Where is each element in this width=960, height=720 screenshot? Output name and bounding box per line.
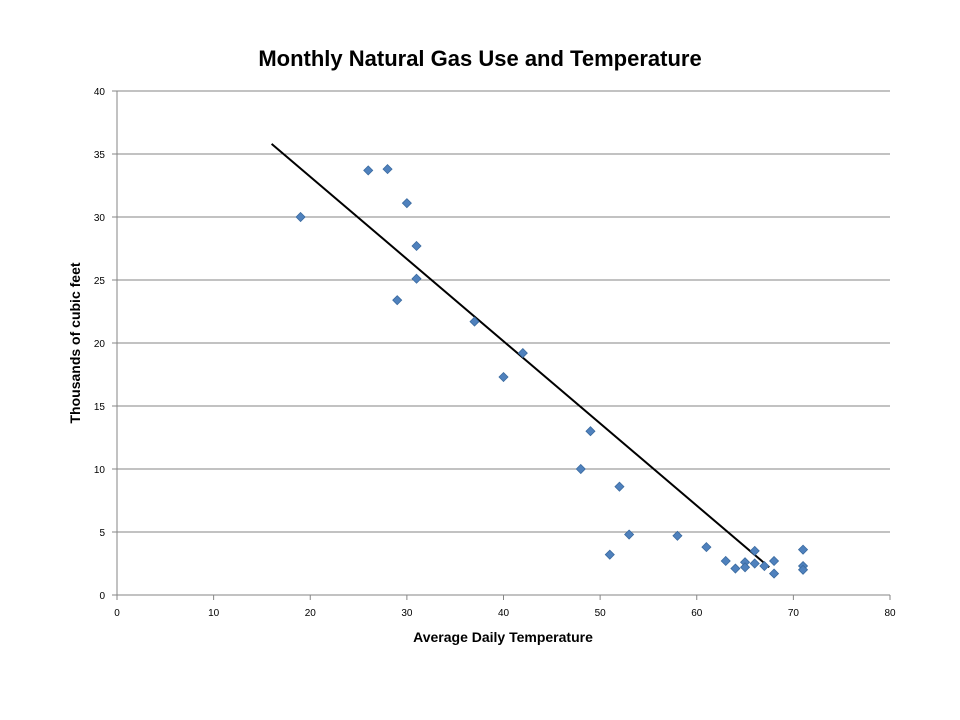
y-tick-label: 20 (94, 339, 106, 350)
data-point (797, 564, 809, 575)
chart-title: Monthly Natural Gas Use and Temperature (258, 46, 701, 71)
gridlines (117, 90, 890, 533)
x-tick-label: 10 (208, 608, 220, 619)
x-tick-label: 50 (595, 608, 607, 619)
data-point (739, 562, 751, 573)
x-tick-label: 60 (691, 608, 703, 619)
x-tick-label: 20 (305, 608, 317, 619)
data-point (749, 545, 760, 556)
data-point (604, 549, 615, 560)
data-point (295, 211, 306, 223)
data-point (411, 273, 422, 284)
data-point (730, 563, 741, 574)
x-tick-label: 80 (884, 608, 896, 619)
y-tick-label: 15 (94, 402, 106, 413)
data-point (469, 316, 480, 327)
x-tick-label: 70 (788, 608, 800, 619)
data-point (672, 530, 683, 541)
data-point (585, 426, 596, 437)
x-tick-label: 40 (498, 608, 510, 619)
x-axis-title: Average Daily Temperature (413, 629, 593, 645)
data-point (392, 295, 403, 306)
y-tick-label: 25 (94, 276, 106, 287)
y-tick-label: 35 (94, 150, 106, 161)
y-tick-label: 0 (99, 591, 105, 602)
data-point (401, 198, 412, 209)
data-point (363, 165, 374, 176)
data-point (517, 348, 528, 359)
data-point (411, 240, 422, 252)
data-point (614, 481, 625, 492)
y-tick-label: 5 (99, 528, 105, 539)
data-point (768, 568, 780, 579)
data-point (498, 371, 509, 383)
data-point (749, 558, 760, 569)
data-point (759, 560, 770, 572)
axes (112, 90, 891, 600)
x-tick-label: 0 (114, 608, 120, 619)
y-tick-labels: 0 5 10 15 20 25 30 35 40 (94, 87, 106, 602)
data-point (701, 542, 712, 553)
data-point (768, 555, 780, 567)
x-tick-label: 30 (401, 608, 413, 619)
y-axis-title: Thousands of cubic feet (67, 262, 83, 423)
y-tick-label: 40 (94, 87, 106, 98)
data-point (720, 555, 731, 567)
x-tick-labels: 0 10 20 30 40 50 60 70 80 (114, 608, 896, 619)
data-point (797, 544, 809, 555)
data-point (624, 529, 635, 540)
y-tick-label: 10 (94, 465, 106, 476)
data-points (295, 164, 809, 579)
y-tick-label: 30 (94, 213, 106, 224)
data-point (382, 164, 393, 175)
data-point (575, 463, 586, 475)
